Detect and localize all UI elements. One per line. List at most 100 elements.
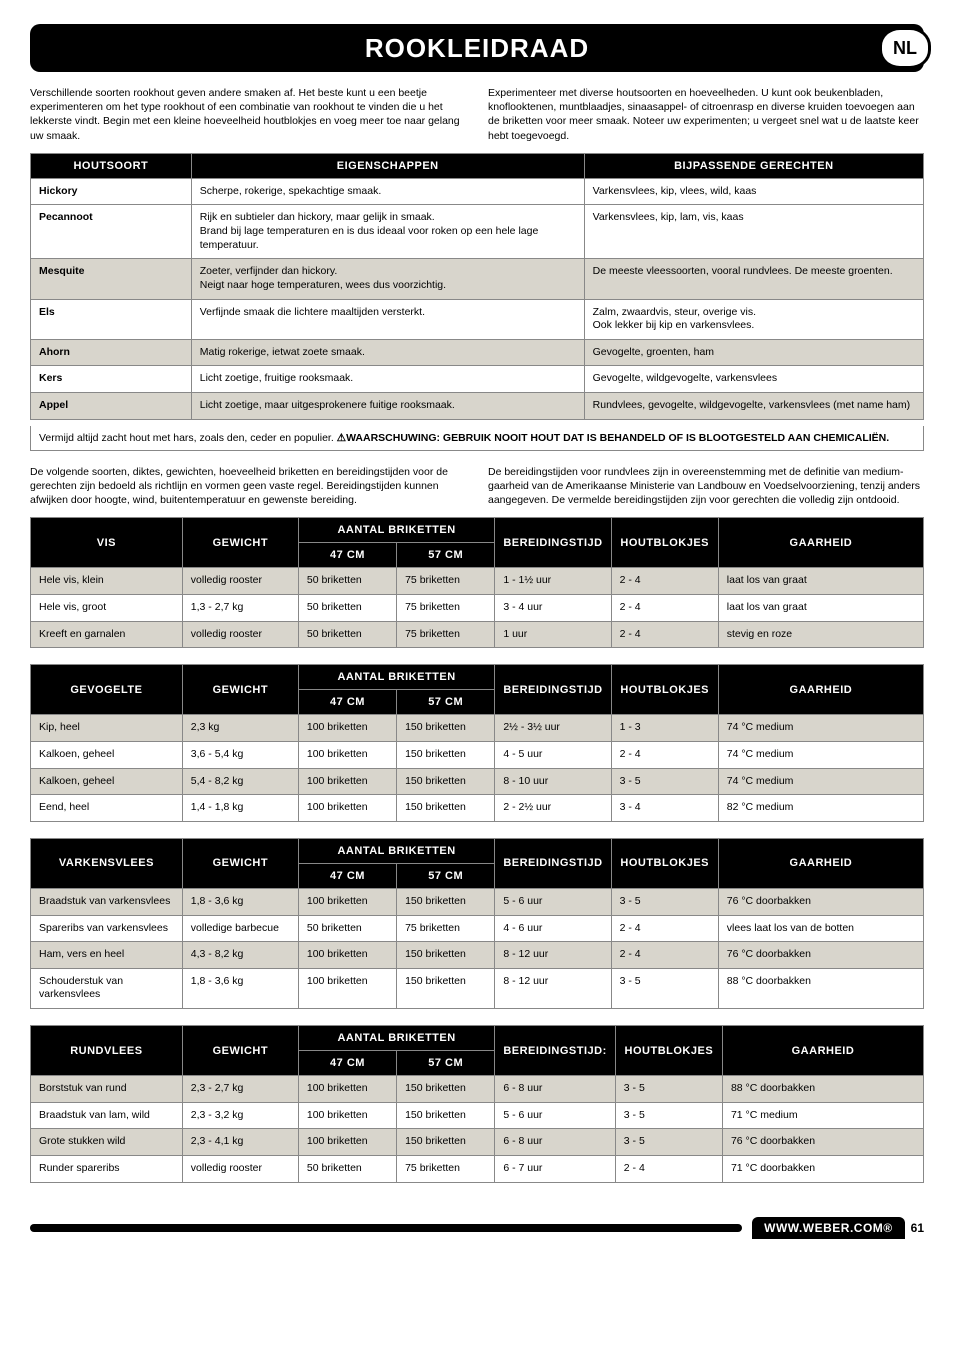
recipe-cell: 74 °C medium [718,741,923,768]
recipe-cell: 3 - 5 [615,1076,722,1103]
col-gewicht: GEWICHT [182,665,298,715]
recipe-cell: 1,3 - 2,7 kg [182,595,298,622]
col-57cm: 57 CM [397,863,495,888]
col-gewicht: GEWICHT [182,838,298,888]
recipe-cell: Kalkoen, geheel [31,768,183,795]
recipe-cell: 150 briketten [397,768,495,795]
recipe-cell: 100 briketten [298,768,396,795]
col-57cm: 57 CM [397,1051,495,1076]
recipe-cell: 6 - 8 uur [495,1076,615,1103]
recipe-cell: 75 briketten [397,595,495,622]
recipe-cell: 82 °C medium [718,795,923,822]
col-47cm: 47 CM [298,690,396,715]
recipe-cell: stevig en roze [718,621,923,648]
wood-table: HOUTSOORT EIGENSCHAPPEN BIJPASSENDE GERE… [30,153,924,420]
recipe-row: Schouderstuk van varkensvlees1,8 - 3,6 k… [31,968,924,1008]
recipe-cell: 3,6 - 5,4 kg [182,741,298,768]
recipe-row: Braadstuk van varkensvlees1,8 - 3,6 kg10… [31,888,924,915]
wood-header-eigen: EIGENSCHAPPEN [191,153,584,178]
recipe-cell: 50 briketten [298,621,396,648]
col-tijd: BEREIDINGSTIJD [495,518,611,568]
wood-dishes: Varkensvlees, kip, lam, vis, kaas [584,205,923,259]
col-hout: HOUTBLOKJES [611,838,718,888]
wood-row: AppelLicht zoetige, maar uitgesprokenere… [31,393,924,420]
recipe-cell: 2,3 kg [182,715,298,742]
recipe-cell: 150 briketten [397,888,495,915]
wood-dishes: De meeste vleessoorten, vooral rundvlees… [584,259,923,299]
recipe-cell: vlees laat los van de botten [718,915,923,942]
wood-note-warning: ⚠WAARSCHUWING: GEBRUIK NOOIT HOUT DAT IS… [337,432,890,444]
recipe-cell: laat los van graat [718,595,923,622]
col-gewicht: GEWICHT [182,1026,298,1076]
wood-properties: Licht zoetige, fruitige rooksmaak. [191,366,584,393]
recipe-table: VISGEWICHTAANTAL BRIKETTENBEREIDINGSTIJD… [30,517,924,648]
recipe-cell: 150 briketten [397,1076,495,1103]
wood-row: KersLicht zoetige, fruitige rooksmaak.Ge… [31,366,924,393]
wood-row: ElsVerfijnde smaak die lichtere maaltijd… [31,299,924,339]
wood-type: Mesquite [31,259,192,299]
recipe-cell: 1,4 - 1,8 kg [182,795,298,822]
footer-line [30,1224,742,1232]
recipe-cell: 6 - 8 uur [495,1129,615,1156]
section-title: VIS [31,518,183,568]
recipe-cell: 4 - 5 uur [495,741,611,768]
recipe-cell: 75 briketten [397,1156,495,1183]
col-hout: HOUTBLOKJES [615,1026,722,1076]
recipe-table: GEVOGELTEGEWICHTAANTAL BRIKETTENBEREIDIN… [30,664,924,822]
col-gaar: GAARHEID [718,665,923,715]
recipe-cell: 150 briketten [397,1129,495,1156]
recipe-cell: 8 - 10 uur [495,768,611,795]
wood-row: AhornMatig rokerige, ietwat zoete smaak.… [31,339,924,366]
recipe-cell: 1 - 3 [611,715,718,742]
col-aantal: AANTAL BRIKETTEN [298,1026,494,1051]
wood-header-soort: HOUTSOORT [31,153,192,178]
recipe-cell: 74 °C medium [718,768,923,795]
section-title: GEVOGELTE [31,665,183,715]
recipe-row: Grote stukken wild2,3 - 4,1 kg100 briket… [31,1129,924,1156]
page-footer: WWW.WEBER.COM® 61 [30,1217,924,1239]
recipe-cell: 5,4 - 8,2 kg [182,768,298,795]
recipe-cell: Hele vis, groot [31,595,183,622]
recipe-cell: Ham, vers en heel [31,942,183,969]
recipe-cell: 100 briketten [298,795,396,822]
recipe-row: Braadstuk van lam, wild2,3 - 3,2 kg100 b… [31,1102,924,1129]
language-badge: NL [882,30,928,66]
recipe-cell: laat los van graat [718,568,923,595]
recipe-cell: 100 briketten [298,888,396,915]
wood-warning-note: Vermijd altijd zacht hout met hars, zoal… [30,426,924,451]
recipe-cell: 2 - 4 [611,915,718,942]
wood-dishes: Zalm, zwaardvis, steur, overige vis. Ook… [584,299,923,339]
recipe-cell: 2 - 2½ uur [495,795,611,822]
wood-row: HickoryScherpe, rokerige, spekachtige sm… [31,178,924,205]
recipe-cell: 8 - 12 uur [495,968,611,1008]
col-gewicht: GEWICHT [182,518,298,568]
mid-intro-left: De volgende soorten, diktes, gewichten, … [30,465,466,508]
recipe-cell: volledig rooster [182,568,298,595]
col-gaar: GAARHEID [718,518,923,568]
col-57cm: 57 CM [397,690,495,715]
recipe-cell: 2 - 4 [611,595,718,622]
recipe-cell: 4,3 - 8,2 kg [182,942,298,969]
recipe-cell: 71 °C doorbakken [722,1156,923,1183]
wood-properties: Verfijnde smaak die lichtere maaltijden … [191,299,584,339]
recipe-cell: 75 briketten [397,621,495,648]
page: ROOKLEIDRAAD NL Verschillende soorten ro… [0,0,954,1251]
wood-row: MesquiteZoeter, verfijnder dan hickory. … [31,259,924,299]
recipe-row: Hele vis, kleinvolledig rooster50 briket… [31,568,924,595]
recipe-cell: 3 - 5 [615,1102,722,1129]
wood-type: Kers [31,366,192,393]
recipe-table: RUNDVLEESGEWICHTAANTAL BRIKETTENBEREIDIN… [30,1025,924,1183]
section-title: VARKENSVLEES [31,838,183,888]
wood-properties: Licht zoetige, maar uitgesprokenere fuit… [191,393,584,420]
recipe-row: Kalkoen, geheel3,6 - 5,4 kg100 briketten… [31,741,924,768]
recipe-cell: volledig rooster [182,1156,298,1183]
wood-type: Els [31,299,192,339]
intro-block: Verschillende soorten rookhout geven and… [30,86,924,143]
col-57cm: 57 CM [397,543,495,568]
page-title: ROOKLEIDRAAD [365,33,589,64]
recipe-cell: 4 - 6 uur [495,915,611,942]
col-47cm: 47 CM [298,543,396,568]
recipe-cell: 100 briketten [298,1102,396,1129]
recipe-cell: 150 briketten [397,795,495,822]
col-47cm: 47 CM [298,1051,396,1076]
